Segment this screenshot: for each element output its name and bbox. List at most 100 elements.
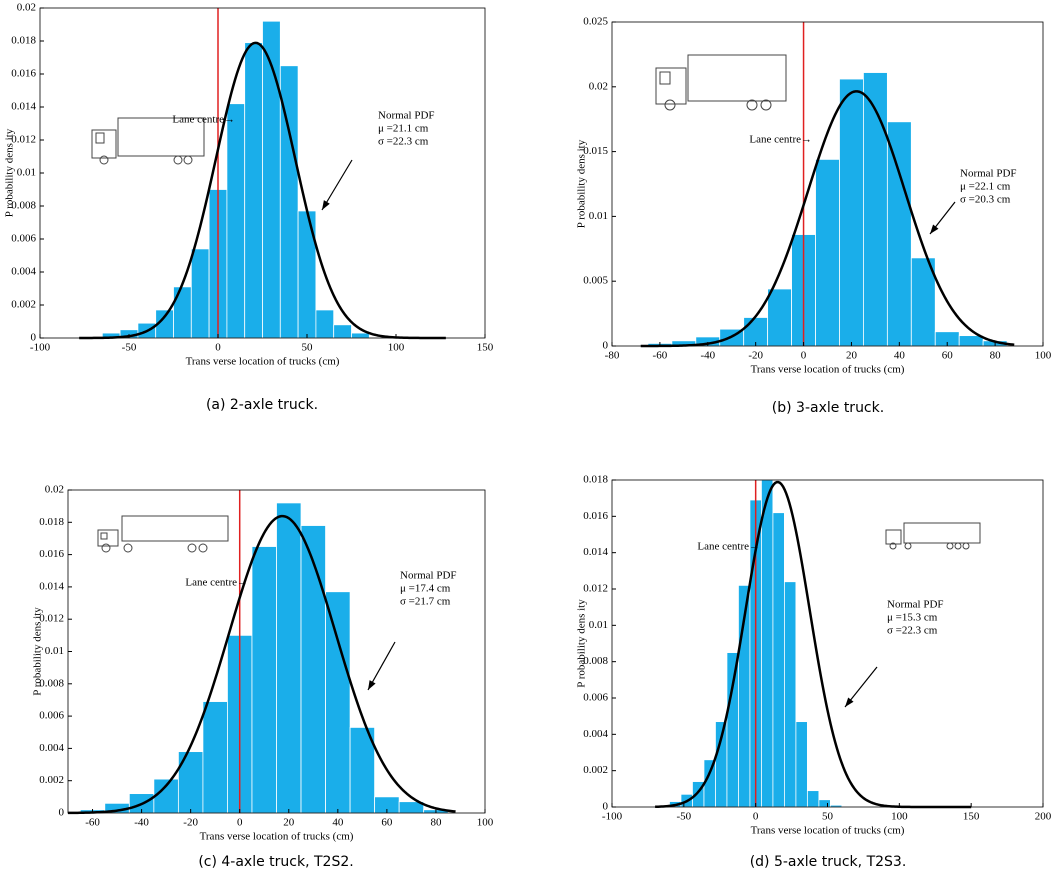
pdf-label: σ =22.3 cm bbox=[378, 136, 429, 148]
x-axis-label: Trans verse location of trucks (cm) bbox=[200, 831, 354, 843]
bar bbox=[251, 546, 277, 814]
x-tick-label: 50 bbox=[822, 811, 834, 823]
x-tick-label: -100 bbox=[30, 342, 51, 354]
y-tick-label: 0.004 bbox=[39, 742, 64, 754]
y-tick-label: 0.014 bbox=[583, 546, 608, 558]
y-tick-label: 0.018 bbox=[39, 516, 64, 528]
y-axis-label: P robability dens ity bbox=[32, 607, 44, 696]
y-tick-label: 0.004 bbox=[11, 266, 36, 278]
lane-centre-label: Lane centre→ bbox=[172, 114, 235, 126]
bar bbox=[767, 288, 792, 347]
bar bbox=[726, 652, 739, 808]
pdf-arrowhead bbox=[322, 200, 330, 210]
pdf-label: σ =22.3 cm bbox=[887, 625, 938, 637]
y-tick-label: 0.016 bbox=[583, 510, 608, 522]
y-tick-label: 0.016 bbox=[11, 68, 36, 80]
bar bbox=[886, 121, 912, 347]
y-tick-label: 0.008 bbox=[39, 677, 64, 689]
bar bbox=[297, 210, 317, 339]
bar bbox=[815, 158, 840, 347]
caption: (d) 5-axle truck, T2S3. bbox=[750, 854, 907, 870]
y-tick-label: 0.002 bbox=[11, 299, 36, 311]
y-tick-label: 0.018 bbox=[583, 474, 608, 486]
bar bbox=[349, 727, 376, 814]
pdf-label: Normal PDF bbox=[400, 570, 457, 582]
normal-pdf-curve bbox=[67, 514, 456, 815]
pdf-arrow bbox=[321, 159, 353, 211]
y-tick-label: 0.014 bbox=[11, 101, 36, 113]
bar bbox=[333, 324, 352, 339]
x-tick-label: 200 bbox=[1035, 811, 1052, 823]
y-axis-label: P robability dens ity bbox=[4, 128, 16, 217]
y-tick-label: 0.01 bbox=[589, 210, 608, 222]
y-tick-label: 0.016 bbox=[39, 548, 64, 560]
y-tick-label: 0.012 bbox=[39, 613, 64, 625]
y-tick-label: 0.014 bbox=[39, 580, 64, 592]
plot-frame bbox=[611, 479, 1044, 808]
y-tick-label: 0.02 bbox=[17, 2, 36, 14]
x-tick-label: 20 bbox=[283, 817, 295, 829]
bar bbox=[772, 512, 785, 808]
y-tick-label: 0.008 bbox=[583, 655, 608, 667]
caption: (b) 3-axle truck. bbox=[772, 400, 884, 416]
x-tick-label: 0 bbox=[753, 811, 759, 823]
x-tick-label: -40 bbox=[700, 350, 715, 362]
x-axis-label: Trans verse location of trucks (cm) bbox=[751, 825, 905, 837]
bar bbox=[315, 309, 335, 339]
y-tick-label: 0 bbox=[31, 332, 37, 344]
bar bbox=[784, 581, 797, 808]
x-tick-label: -50 bbox=[122, 342, 137, 354]
x-tick-label: 100 bbox=[477, 817, 494, 829]
y-tick-label: 0.006 bbox=[11, 233, 36, 245]
y-tick-label: 0.005 bbox=[583, 275, 608, 287]
x-tick-label: 150 bbox=[963, 811, 980, 823]
y-tick-label: 0.006 bbox=[583, 692, 608, 704]
x-tick-label: 40 bbox=[332, 817, 344, 829]
x-tick-label: -60 bbox=[653, 350, 668, 362]
x-tick-label: 60 bbox=[942, 350, 954, 362]
lane-centre-label: Lane centre→ bbox=[185, 577, 248, 589]
x-axis-label: Trans verse location of trucks (cm) bbox=[751, 364, 905, 376]
x-tick-label: 20 bbox=[846, 350, 858, 362]
y-tick-label: 0.018 bbox=[11, 35, 36, 47]
x-tick-label: -80 bbox=[605, 350, 620, 362]
x-tick-label: 40 bbox=[894, 350, 906, 362]
pdf-label: Normal PDF bbox=[378, 110, 435, 122]
bar bbox=[351, 332, 370, 339]
y-tick-label: 0.002 bbox=[39, 774, 64, 786]
x-tick-label: 80 bbox=[430, 817, 442, 829]
plot-frame bbox=[611, 21, 1044, 347]
pdf-label: σ =21.7 cm bbox=[400, 596, 451, 608]
bar bbox=[818, 799, 831, 808]
pdf-label: σ =20.3 cm bbox=[960, 194, 1011, 206]
bar bbox=[202, 701, 228, 814]
bar bbox=[958, 335, 984, 347]
pdf-label: μ =21.1 cm bbox=[378, 123, 429, 135]
y-tick-label: 0.008 bbox=[11, 200, 36, 212]
bar bbox=[839, 78, 864, 347]
bar bbox=[806, 790, 820, 808]
y-tick-label: 0 bbox=[603, 801, 609, 813]
x-tick-label: 0 bbox=[801, 350, 807, 362]
pdf-label: Normal PDF bbox=[887, 599, 944, 611]
y-tick-label: 0.02 bbox=[45, 484, 64, 496]
x-tick-label: -100 bbox=[602, 811, 623, 823]
y-tick-label: 0.002 bbox=[583, 764, 608, 776]
y-tick-label: 0.006 bbox=[39, 710, 64, 722]
x-tick-label: -40 bbox=[134, 817, 149, 829]
y-tick-label: 0.01 bbox=[17, 167, 36, 179]
normal-pdf-curve bbox=[655, 480, 972, 809]
pdf-label: μ =22.1 cm bbox=[960, 181, 1011, 193]
bar bbox=[863, 72, 888, 347]
bar bbox=[325, 591, 351, 814]
y-tick-label: 0.01 bbox=[589, 619, 608, 631]
x-tick-label: 100 bbox=[891, 811, 908, 823]
bar bbox=[300, 525, 326, 814]
x-tick-label: -20 bbox=[183, 817, 198, 829]
caption: (a) 2-axle truck. bbox=[206, 397, 318, 413]
pdf-label: Normal PDF bbox=[960, 168, 1017, 180]
y-tick-label: 0.012 bbox=[11, 134, 36, 146]
y-axis-label: P robability dens ity bbox=[576, 139, 588, 228]
y-tick-label: 0.004 bbox=[583, 728, 608, 740]
x-tick-label: 80 bbox=[990, 350, 1002, 362]
